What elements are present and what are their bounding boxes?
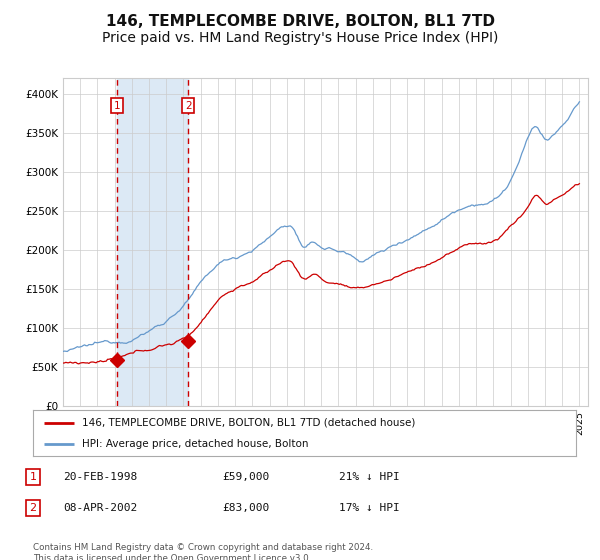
Text: 21% ↓ HPI: 21% ↓ HPI [339,472,400,482]
Text: 2: 2 [185,101,191,111]
Text: Price paid vs. HM Land Registry's House Price Index (HPI): Price paid vs. HM Land Registry's House … [102,31,498,45]
Text: HPI: Average price, detached house, Bolton: HPI: Average price, detached house, Bolt… [82,439,308,449]
Text: 146, TEMPLECOMBE DRIVE, BOLTON, BL1 7TD (detached house): 146, TEMPLECOMBE DRIVE, BOLTON, BL1 7TD … [82,418,415,428]
Text: 1: 1 [29,472,37,482]
Text: 146, TEMPLECOMBE DRIVE, BOLTON, BL1 7TD: 146, TEMPLECOMBE DRIVE, BOLTON, BL1 7TD [106,14,494,29]
Text: Contains HM Land Registry data © Crown copyright and database right 2024.
This d: Contains HM Land Registry data © Crown c… [33,543,373,560]
Text: 17% ↓ HPI: 17% ↓ HPI [339,503,400,513]
Bar [117,78,188,406]
Text: 08-APR-2002: 08-APR-2002 [63,503,137,513]
Text: 1: 1 [113,101,120,111]
Text: 20-FEB-1998: 20-FEB-1998 [63,472,137,482]
Text: £83,000: £83,000 [222,503,269,513]
Text: 2: 2 [29,503,37,513]
Text: £59,000: £59,000 [222,472,269,482]
